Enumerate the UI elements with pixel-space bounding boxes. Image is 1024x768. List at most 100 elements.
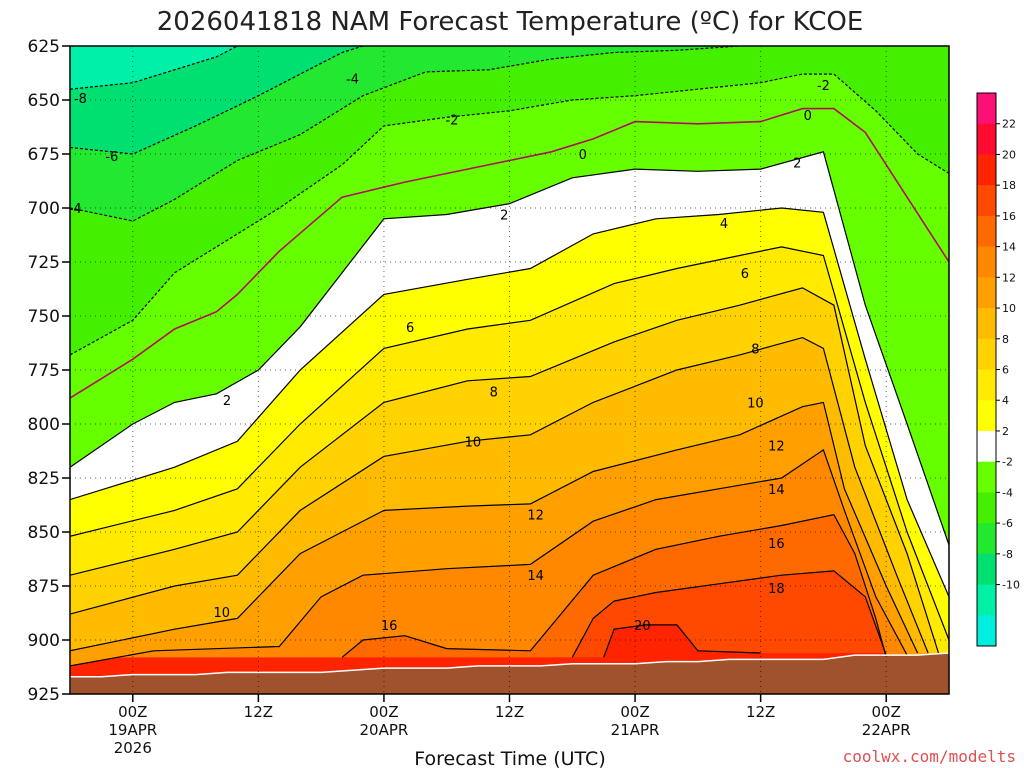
isotherm-18 [571,570,887,658]
colorbar: 22 20 18 16 14 12 10 8 6 4 2 -2 -4 -6 -8 -10 [976,92,1020,647]
isotherm--6 [70,46,364,155]
contour-label-3: 16 [768,537,785,552]
contour-label-7: 12 [768,440,785,455]
contour-label-21: -2 [445,113,458,128]
x-tick-date-0: 19APR [108,721,157,739]
colorbar-segment-2 [977,553,996,586]
y-tick-label-700: 700 [28,199,60,219]
credit-text: coolwx.com/modelts [843,747,1016,766]
contour-label-13: 6 [406,321,414,336]
x-tick-label-72: 00Z [872,703,901,721]
colorbar-segment-8 [977,369,996,401]
x-tick-year-0: 2026 [114,739,152,757]
colorbar-segment-13 [977,215,996,248]
colorbar-segment-7 [977,400,996,432]
isotherm--4 [70,46,740,222]
colorbar-segment-15 [977,154,996,186]
y-tick-label-925: 925 [28,685,60,705]
y-tick-label-650: 650 [28,91,60,111]
x-tick-label-12: 12Z [244,703,273,721]
colorbar-label-7: 8 [1002,333,1009,346]
contour-label-10: 10 [747,396,764,411]
contour-label-17: 2 [500,208,508,223]
contour-label-2: 16 [381,619,398,634]
contour-label-15: 4 [720,217,728,232]
x-tick-label-24: 00Z [369,703,398,721]
contour-label-4: 14 [527,569,544,584]
x-tick-label-60: 12Z [746,703,775,721]
y-tick-label-750: 750 [28,307,60,327]
colorbar-segment-16 [977,123,996,155]
isotherm--2 [70,73,949,356]
x-axis-label: Forecast Time (UTC) [414,748,605,768]
contour-label-8: 10 [213,606,230,621]
contour-labels: 20181616141412121010108866422200-2-2-4-6… [69,72,830,634]
colorbar-segment-9 [977,338,996,370]
colorbar-label-6: 10 [1002,302,1016,315]
colorbar-segment-0 [977,615,996,647]
contour-label-11: 8 [490,386,498,401]
colorbar-segment-17 [977,93,996,125]
x-tick-date-72: 22APR [862,721,911,739]
isotherm-8 [70,287,940,654]
contour-label-23: -4 [346,72,359,87]
colorbar-segment-1 [977,584,996,616]
colorbar-segment-11 [977,277,996,309]
y-tick-label-625: 625 [28,37,60,57]
y-tick-label-900: 900 [28,631,60,651]
contour-label-1: 18 [768,582,785,597]
contour-label-9: 10 [465,435,482,450]
colorbar-segment-5 [977,461,996,493]
colorbar-label-15: -10 [1002,579,1020,592]
contour-label-26: -8 [74,92,87,107]
y-tick-label-775: 775 [28,361,60,381]
y-tick-label-825: 825 [28,469,60,489]
contour-label-5: 14 [768,483,785,498]
surface-terrain [70,652,949,694]
y-tick-label-675: 675 [28,145,60,165]
colorbar-segment-14 [977,185,996,217]
isotherm-2 [70,151,949,546]
y-tick-label-725: 725 [28,253,60,273]
y-axis: 625 650 675 700 725 750 775 800 825 850 875 900 925 [28,37,70,705]
contour-label-25: -4 [69,202,82,217]
grid-lines [70,46,949,694]
isotherm-10 [70,336,929,654]
x-tick-date-48: 21APR [611,721,660,739]
colorbar-label-1: 20 [1002,148,1016,161]
colorbar-segment-12 [977,246,996,278]
colorbar-segment-10 [977,308,996,340]
colorbar-label-8: 6 [1002,364,1009,377]
colorbar-label-10: 2 [1002,425,1009,438]
y-tick-label-850: 850 [28,523,60,543]
colorbar-segment-6 [977,430,996,463]
colorbar-label-9: 4 [1002,394,1009,407]
contour-label-14: 6 [741,267,749,282]
band-above--8 [70,46,238,90]
contour-label-12: 8 [751,342,759,357]
isotherm-0 [70,107,949,399]
contour-label-22: -2 [817,79,830,94]
chart-title: 2026041818 NAM Forecast Temperature (ºC)… [157,7,864,37]
colorbar-label-14: -8 [1002,548,1013,561]
isotherm--8 [70,46,238,90]
x-tick-label-48: 00Z [620,703,649,721]
contour-label-6: 12 [527,509,544,524]
isotherm-4 [70,207,949,598]
colorbar-segment-4 [977,492,996,524]
colorbar-segment-3 [977,523,996,555]
x-tick-date-24: 20APR [360,721,409,739]
contour-label-20: 0 [804,109,812,124]
colorbar-label-11: -2 [1002,456,1013,469]
plot-area [70,46,949,694]
isotherm-16 [341,514,887,658]
y-tick-label-875: 875 [28,577,60,597]
colorbar-label-2: 18 [1002,179,1016,192]
colorbar-label-13: -6 [1002,517,1013,530]
colorbar-label-4: 14 [1002,241,1016,254]
x-tick-label-0: 00Z [118,703,147,721]
colorbar-label-3: 16 [1002,210,1016,223]
y-tick-label-800: 800 [28,415,60,435]
